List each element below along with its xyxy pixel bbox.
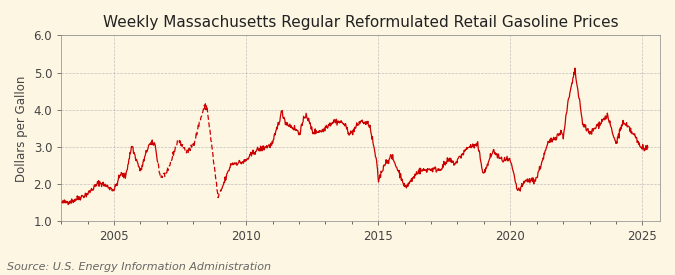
Title: Weekly Massachusetts Regular Reformulated Retail Gasoline Prices: Weekly Massachusetts Regular Reformulate… bbox=[103, 15, 618, 30]
Text: Source: U.S. Energy Information Administration: Source: U.S. Energy Information Administ… bbox=[7, 262, 271, 272]
Y-axis label: Dollars per Gallon: Dollars per Gallon bbox=[15, 75, 28, 182]
